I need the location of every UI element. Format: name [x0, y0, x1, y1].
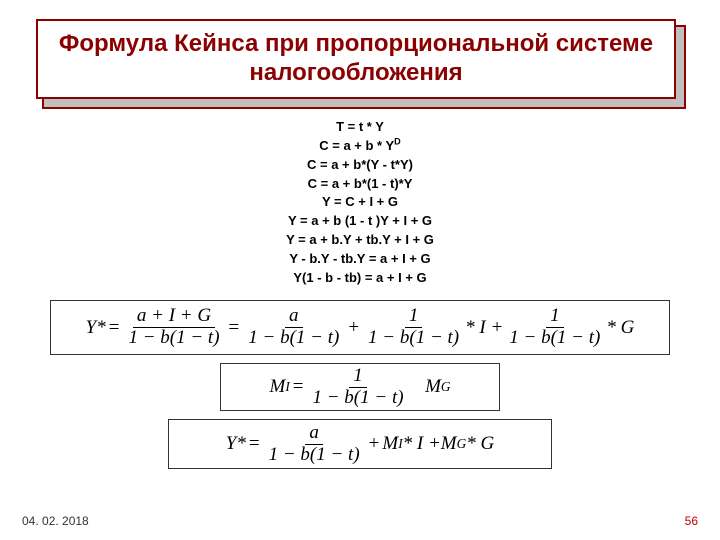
- eq-line: T = t * Y: [0, 118, 720, 137]
- eq-line: Y = a + b (1 - t )Y + I + G: [0, 212, 720, 231]
- eq-line: C = a + b * YD: [0, 137, 720, 156]
- footer-date: 04. 02. 2018: [22, 514, 89, 528]
- derivation-equations: T = t * Y C = a + b * YD C = a + b*(Y - …: [0, 118, 720, 288]
- eq-line: Y - b.Y - tb.Y = a + I + G: [0, 250, 720, 269]
- formula-y-star-full: Y* = a + I + G1 − b(1 − t) = a1 − b(1 − …: [50, 300, 670, 355]
- formula-y-star-short: Y* = a1 − b(1 − t) + MI * I + MG * G: [168, 419, 552, 469]
- slide: Формула Кейнса при пропорциональной сист…: [0, 0, 720, 540]
- page-title: Формула Кейнса при пропорциональной сист…: [58, 30, 654, 88]
- page-number: 56: [685, 514, 698, 528]
- title-box: Формула Кейнса при пропорциональной сист…: [36, 19, 676, 99]
- eq-line: Y = a + b.Y + tb.Y + I + G: [0, 231, 720, 250]
- formula-multiplier: MI = 11 − b(1 − t) MG: [220, 363, 500, 411]
- eq-line: Y = C + I + G: [0, 193, 720, 212]
- eq-line: Y(1 - b - tb) = a + I + G: [0, 269, 720, 288]
- eq-line: C = a + b*(Y - t*Y): [0, 156, 720, 175]
- eq-line: C = a + b*(1 - t)*Y: [0, 175, 720, 194]
